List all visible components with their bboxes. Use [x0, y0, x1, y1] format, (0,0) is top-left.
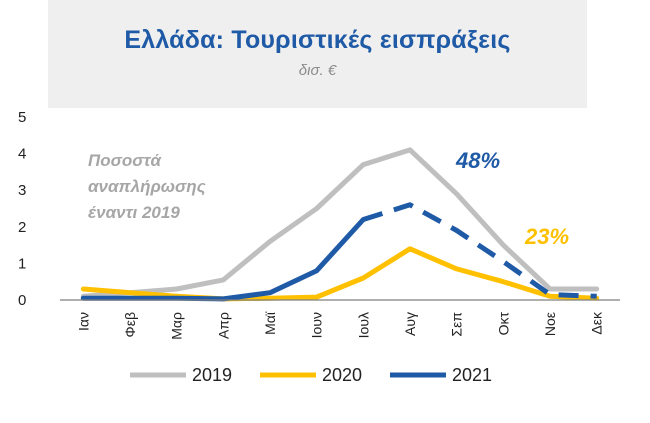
x-tick-label: Ιουν [309, 312, 325, 338]
x-tick-label: Ιαν [75, 312, 91, 331]
x-tick-label: Μαϊ [262, 311, 278, 335]
y-tick-label: 2 [18, 219, 26, 236]
note-line-2: αναπλήρωσης [88, 177, 206, 196]
y-tick-label: 4 [18, 146, 26, 163]
y-tick-label: 5 [18, 109, 26, 126]
chart-title: Ελλάδα: Τουριστικές εισπράξεις [124, 26, 511, 54]
x-tick-label: Αυγ [402, 312, 418, 336]
note-line-1: Ποσοστά [88, 151, 162, 170]
note-annotation: Ποσοστά αναπλήρωσης έναντι 2019 [88, 151, 206, 222]
x-tick-label: Μαρ [169, 312, 185, 340]
x-tick-label: Νοε [542, 312, 558, 336]
x-tick-label: Δεκ [589, 311, 605, 335]
legend-label-2020: 2020 [322, 365, 362, 385]
x-tick-label: Ιουλ [355, 312, 371, 338]
series-line-2019 [80, 147, 600, 299]
x-tick-label: Σεπ [449, 312, 465, 337]
series-line-2021-dashed [362, 202, 597, 299]
note-line-3: έναντι 2019 [88, 203, 180, 222]
pct-2021-label: 48% [455, 148, 500, 173]
y-tick-label: 1 [18, 255, 26, 272]
pct-2020-label: 23% [524, 224, 569, 249]
legend: 2019 2020 2021 [130, 365, 492, 385]
series-line-2021 [80, 217, 366, 302]
title-box: Ελλάδα: Τουριστικές εισπράξεις δισ. € [48, 0, 587, 108]
x-tick-label: Φεβ [122, 312, 138, 337]
chart-subtitle: δισ. € [298, 62, 337, 79]
y-tick-label: 3 [18, 182, 26, 199]
x-tick-label: Οκτ [495, 312, 511, 336]
y-tick-label: 0 [18, 292, 26, 309]
legend-label-2021: 2021 [452, 365, 492, 385]
x-tick-label: Απρ [215, 312, 231, 339]
legend-label-2019: 2019 [192, 365, 232, 385]
